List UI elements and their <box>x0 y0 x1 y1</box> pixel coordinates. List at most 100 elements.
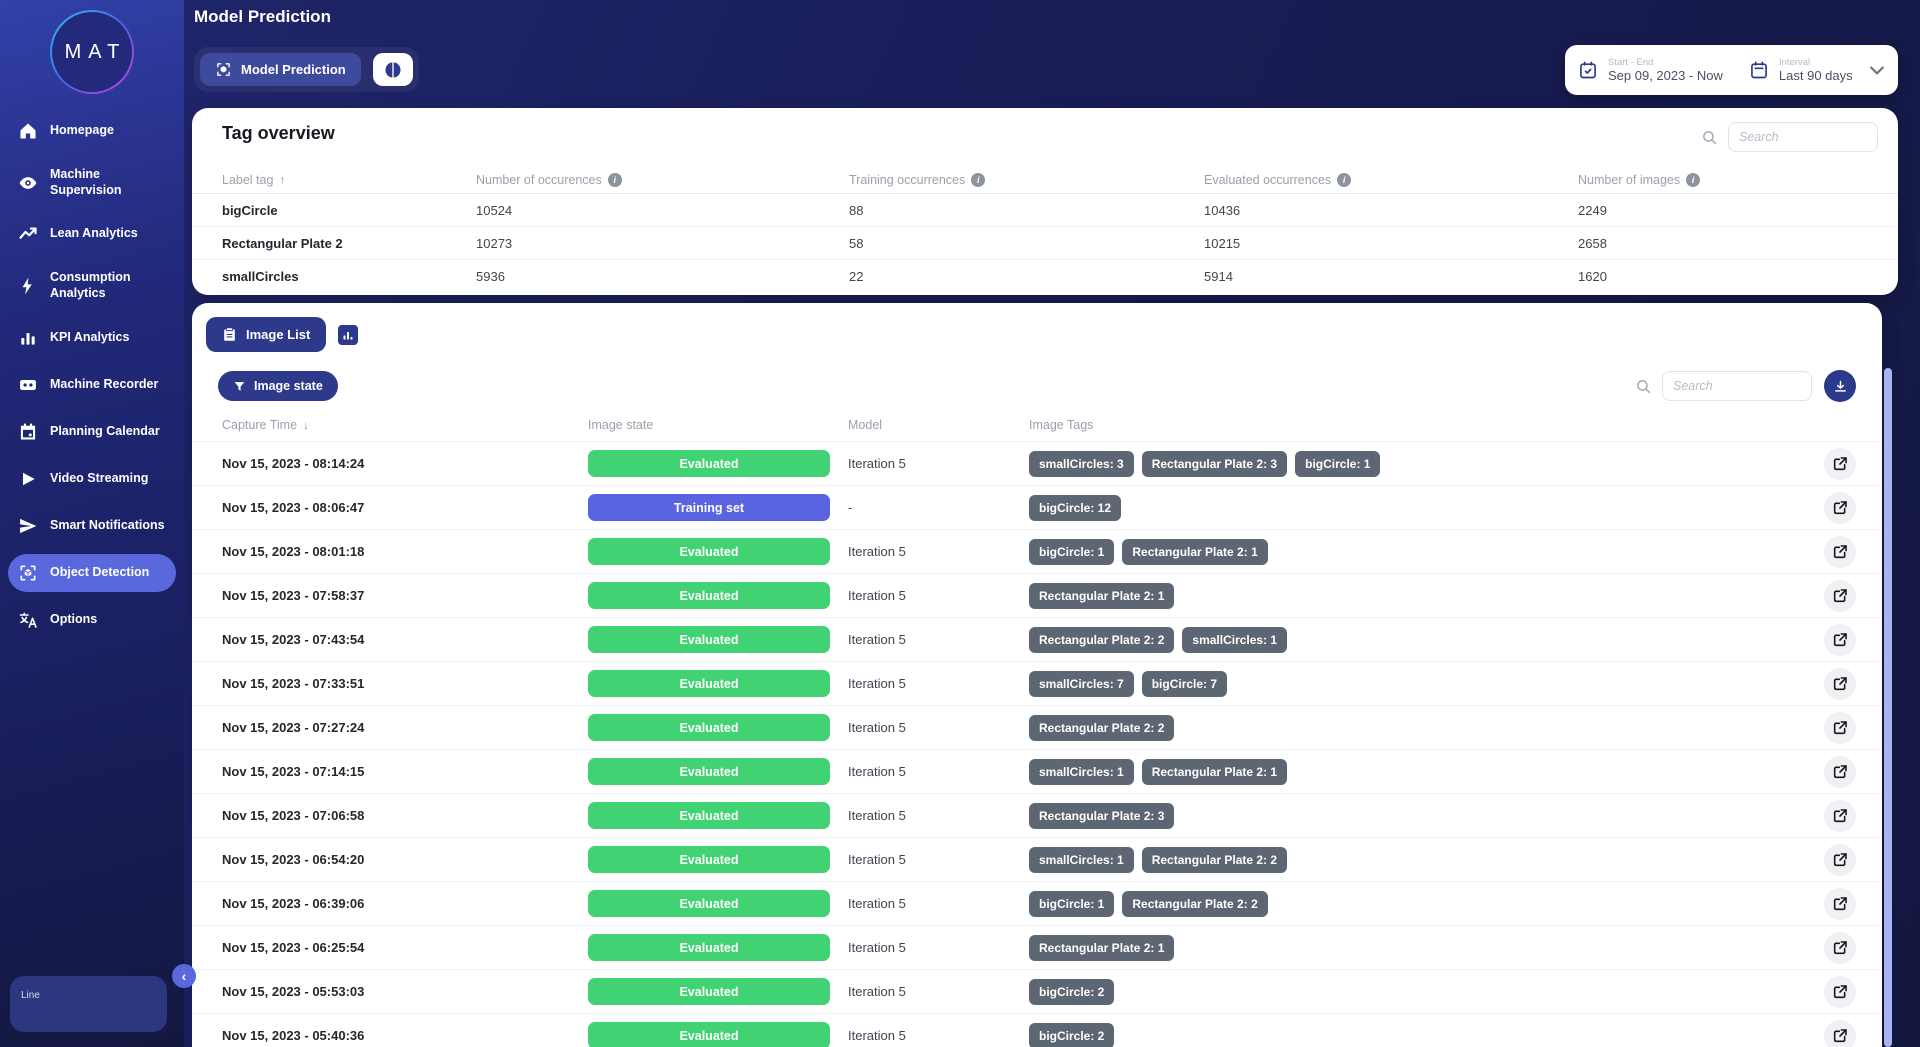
image-tags: bigCircle: 2 <box>1029 1022 1792 1047</box>
image-list-card: Image List Image state <box>192 303 1882 1047</box>
image-tags: bigCircle: 12 <box>1029 494 1792 521</box>
vertical-scrollbar[interactable] <box>1884 368 1892 1047</box>
sidebar-item-planning-calendar[interactable]: Planning Calendar <box>8 413 176 451</box>
open-image-button[interactable] <box>1824 491 1856 524</box>
sidebar-item-options[interactable]: Options <box>8 601 176 639</box>
open-image-button[interactable] <box>1824 711 1856 744</box>
image-state-cell: Evaluated <box>588 934 848 961</box>
capture-time: Nov 15, 2023 - 08:14:24 <box>222 456 365 471</box>
object-detection-icon <box>20 565 36 580</box>
image-tag-chip: Rectangular Plate 2: 3 <box>1141 450 1288 477</box>
open-in-new-icon <box>1833 456 1847 470</box>
sidebar-item-video-streaming[interactable]: Video Streaming <box>8 460 176 498</box>
filter-icon <box>234 381 245 391</box>
image-list-search-input[interactable] <box>1662 371 1812 401</box>
column-evaluated-occurrences[interactable]: Evaluated occurrences i <box>1204 172 1578 187</box>
line-panel[interactable]: Line <box>10 976 167 1032</box>
capture-time: Nov 15, 2023 - 08:01:18 <box>222 544 365 559</box>
eye-icon <box>19 176 37 189</box>
open-in-new-icon <box>1833 632 1847 646</box>
sidebar-item-label: Lean Analytics <box>50 226 138 241</box>
open-image-button[interactable] <box>1824 799 1856 832</box>
tab-label: Image List <box>246 327 311 342</box>
open-image-button[interactable] <box>1824 931 1856 964</box>
info-icon[interactable]: i <box>1686 172 1701 187</box>
open-image-button[interactable] <box>1824 1019 1856 1047</box>
sidebar-item-lean-analytics[interactable]: Lean Analytics <box>8 215 176 253</box>
occurrences-value: 5936 <box>476 269 505 284</box>
sidebar-item-homepage[interactable]: Homepage <box>8 112 176 150</box>
open-in-new-icon <box>1833 896 1847 910</box>
info-icon[interactable]: i <box>971 172 986 187</box>
column-number-of-images[interactable]: Number of images i <box>1578 172 1868 187</box>
start-end-picker[interactable]: Start - End Sep 09, 2023 - Now <box>1565 57 1736 83</box>
column-model[interactable]: Model <box>848 417 883 432</box>
translate-icon <box>19 612 37 628</box>
tag-label: bigCircle <box>222 202 278 218</box>
sidebar-item-smart-notifications[interactable]: Smart Notifications <box>8 507 176 545</box>
tab-image-list[interactable]: Image List <box>206 317 327 352</box>
download-button[interactable] <box>1824 370 1856 402</box>
tag-overview-table: Label tag ↑ Number of occurences i Train… <box>192 166 1898 293</box>
clipboard-icon <box>224 328 235 341</box>
open-image-button[interactable] <box>1824 623 1856 656</box>
image-state-cell: Evaluated <box>588 538 848 565</box>
evaluated-occurrences-value: 5914 <box>1204 269 1233 284</box>
search-icon <box>1637 379 1651 393</box>
image-tags: Rectangular Plate 2: 2 smallCircles: 1 <box>1029 626 1792 653</box>
sidebar-collapse-button[interactable]: ‹ <box>172 964 196 988</box>
column-image-tags[interactable]: Image Tags <box>1029 417 1094 432</box>
start-end-value: Sep 09, 2023 - Now <box>1608 68 1723 83</box>
open-in-new-icon <box>1833 676 1847 690</box>
open-image-button[interactable] <box>1824 667 1856 700</box>
model-insights-button[interactable] <box>372 53 413 86</box>
image-tag-chip: bigCircle: 12 <box>1029 494 1122 521</box>
chevron-down-icon <box>1869 66 1884 75</box>
interval-picker[interactable]: Interval Last 90 days <box>1736 57 1900 83</box>
row-actions <box>1792 623 1856 656</box>
open-image-button[interactable] <box>1824 887 1856 920</box>
image-state-cell: Evaluated <box>588 802 848 829</box>
chart-view-button[interactable] <box>338 324 359 345</box>
image-tags: Rectangular Plate 2: 1 <box>1029 582 1792 609</box>
image-state-badge: Evaluated <box>588 538 830 565</box>
column-training-occurrences[interactable]: Training occurrences i <box>849 172 1204 187</box>
column-image-state[interactable]: Image state <box>588 417 654 432</box>
sidebar-nav: Homepage Machine Supervision Lean Analyt… <box>0 112 184 639</box>
sidebar-item-kpi-analytics[interactable]: KPI Analytics <box>8 319 176 357</box>
column-label-tag[interactable]: Label tag ↑ <box>222 172 286 187</box>
info-icon[interactable]: i <box>1337 172 1352 187</box>
column-number-of-occurrences[interactable]: Number of occurences i <box>476 172 849 187</box>
open-image-button[interactable] <box>1824 535 1856 568</box>
sidebar-item-machine-recorder[interactable]: Machine Recorder <box>8 366 176 404</box>
tab-model-prediction[interactable]: Model Prediction <box>200 53 361 86</box>
interval-value: Last 90 days <box>1778 68 1853 83</box>
open-in-new-icon <box>1833 764 1847 778</box>
image-tag-chip: smallCircles: 1 <box>1182 626 1288 653</box>
capture-time: Nov 15, 2023 - 07:14:15 <box>222 764 365 779</box>
row-actions <box>1792 667 1856 700</box>
row-actions <box>1792 447 1856 480</box>
open-image-button[interactable] <box>1824 843 1856 876</box>
image-state-badge: Evaluated <box>588 670 830 697</box>
image-list-row: Nov 15, 2023 - 05:53:03 Evaluated Iteratio… <box>192 970 1882 1014</box>
image-state-badge: Evaluated <box>588 626 830 653</box>
image-state-badge: Evaluated <box>588 450 830 477</box>
sidebar-item-label: Consumption Analytics <box>50 270 131 300</box>
open-image-button[interactable] <box>1824 755 1856 788</box>
column-capture-time[interactable]: Capture Time ↓ <box>222 417 310 432</box>
calendar-check-icon <box>1580 61 1596 79</box>
tag-overview-search-input[interactable] <box>1728 122 1878 152</box>
image-list-row: Nov 15, 2023 - 07:58:37 Evaluated Iteratio… <box>192 574 1882 618</box>
sidebar-item-consumption-analytics[interactable]: Consumption Analytics <box>8 262 176 309</box>
image-list-row: Nov 15, 2023 - 08:14:24 Evaluated Iteratio… <box>192 442 1882 486</box>
image-tag-chip: bigCircle: 1 <box>1295 450 1381 477</box>
info-icon[interactable]: i <box>607 172 622 187</box>
open-image-button[interactable] <box>1824 975 1856 1008</box>
open-image-button[interactable] <box>1824 447 1856 480</box>
sidebar-item-object-detection[interactable]: Object Detection <box>8 553 176 592</box>
open-image-button[interactable] <box>1824 579 1856 612</box>
evaluated-occurrences-value: 10436 <box>1204 202 1241 218</box>
image-state-filter-button[interactable]: Image state <box>218 371 338 401</box>
sidebar-item-machine-supervision[interactable]: Machine Supervision <box>8 159 176 206</box>
